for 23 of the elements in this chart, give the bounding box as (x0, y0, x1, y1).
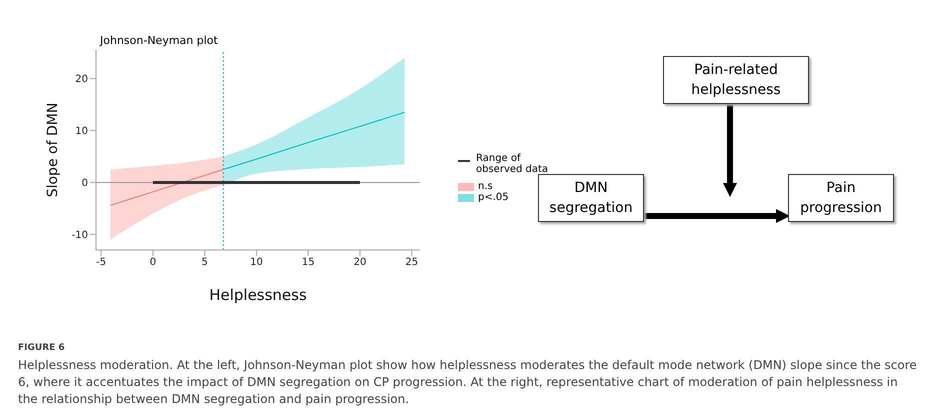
x-tick-label: 20 (354, 257, 366, 268)
legend-label: n.s (478, 181, 493, 192)
y-tick-label: 10 (75, 126, 88, 138)
caption: FIGURE 6 (18, 343, 66, 353)
x-tick-label: 0 (150, 257, 156, 268)
x-tick-label: 10 (250, 257, 263, 268)
y-tick-label: -10 (72, 230, 88, 241)
legend-label: Range of observed data (476, 153, 550, 175)
y-tick-label: 20 (75, 74, 88, 86)
x-tick-label: 25 (405, 257, 418, 268)
chart-title: Johnson-Neyman plot (100, 34, 218, 47)
text: Pain progression (788, 174, 894, 222)
x-tick-label: 15 (302, 257, 315, 268)
line-series (110, 168, 224, 206)
x-tick-label: -5 (96, 257, 106, 268)
text: DMN segregation (538, 174, 644, 222)
x-tick-label: 5 (202, 257, 208, 268)
y-tick-label: 0 (82, 178, 88, 190)
text: Helplessness moderation. At the left, Johnson-Neyman plot show how helplessness moderates the default mode network (DMN) slope since the score 6, where it accentuates the impact of DMN segregation on CP progression. At the right, representative chart of moderation of pain helplessness in the relationship between DMN segregation and pain progression. (18, 357, 918, 408)
text: Pain-related helplessness (663, 56, 809, 104)
y-axis-title: Slope of DMN (44, 102, 61, 198)
x-axis-title: Helplessness (209, 286, 307, 304)
legend-label: p<.05 (478, 192, 509, 203)
